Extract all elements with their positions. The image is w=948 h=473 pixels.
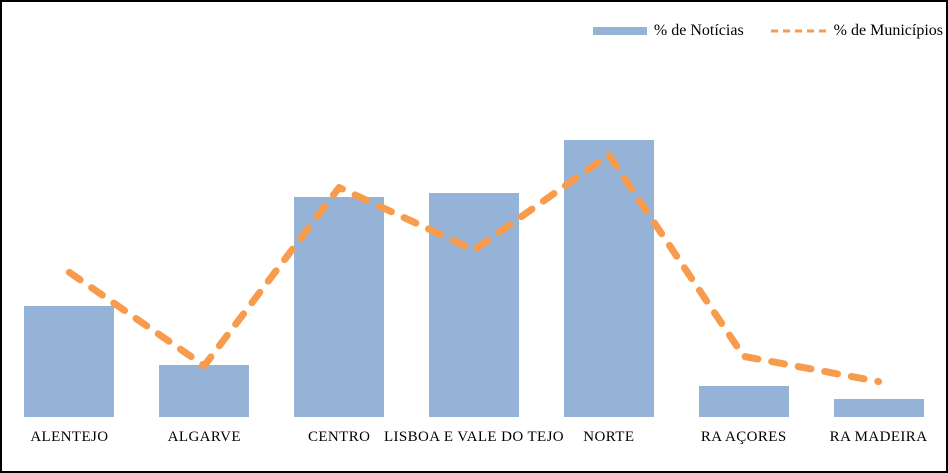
x-label-alentejo: ALENTEJO: [30, 429, 109, 445]
dashed-line-swatch-icon: [770, 29, 826, 33]
x-label-centro: CENTRO: [307, 429, 371, 445]
bar-alentejo: [24, 306, 115, 417]
bar-algarve: [159, 365, 250, 417]
bar-ra-açores: [698, 386, 789, 417]
bar-centro: [294, 197, 385, 417]
legend-item-noticias: % de Notícias: [592, 22, 744, 40]
x-label-ra-madeira: RA MADEIRA: [829, 429, 928, 445]
bar-norte: [563, 140, 654, 417]
legend-item-municipios: % de Municípios: [770, 22, 943, 40]
legend: % de Notícias % de Municípios: [592, 22, 943, 40]
legend-label-municipios: % de Municípios: [833, 22, 943, 39]
bar-ra-madeira: [833, 399, 924, 417]
x-label-algarve: ALGARVE: [167, 429, 241, 445]
bar-swatch-icon: [592, 27, 647, 35]
x-axis-labels: ALENTEJO ALGARVE CENTRO LISBOA E VALE DO TE…: [2, 429, 946, 449]
legend-label-noticias: % de Notícias: [653, 22, 744, 39]
bar-lisboa-e-vale-do-tejo: [429, 193, 519, 417]
x-label-norte: NORTE: [583, 429, 635, 445]
x-label-ra-açores: RA AÇORES: [700, 429, 787, 445]
x-label-lisboa-e-vale-do-tejo: LISBOA E VALE DO TEJO: [383, 429, 565, 445]
